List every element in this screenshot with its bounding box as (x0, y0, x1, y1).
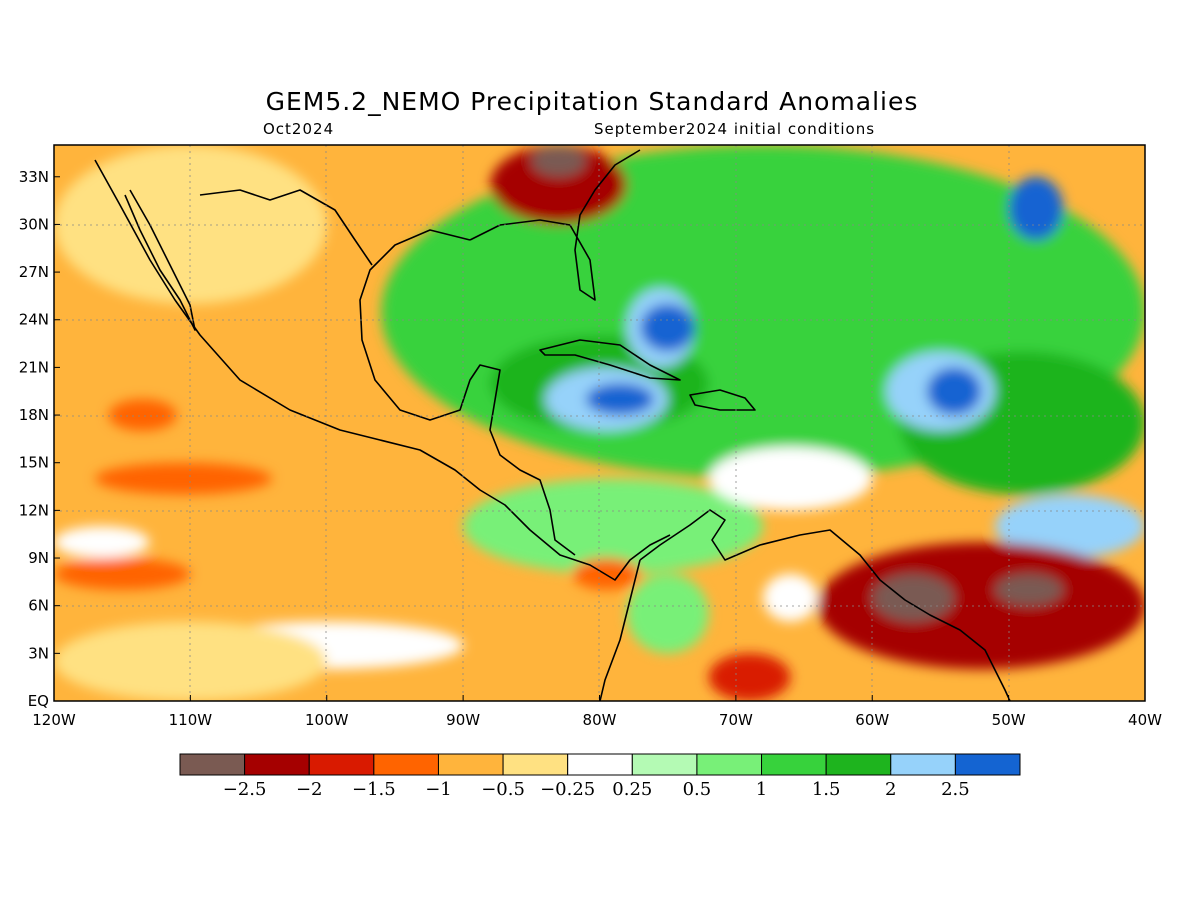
colorbar-swatch (437, 753, 504, 776)
lat-tick-label: 30N (19, 215, 49, 233)
colorbar-label: 2.5 (941, 779, 970, 800)
colorbar-label: −0.25 (540, 779, 595, 800)
lon-tick-label: 60W (855, 711, 889, 729)
lon-tick-label: 120W (32, 711, 76, 729)
lat-tick-label: 15N (19, 454, 49, 472)
coastline-florida (469, 149, 641, 301)
lat-tick-label: 9N (28, 549, 49, 567)
anomaly-regions (54, 145, 1145, 701)
lat-tick-label: 24N (19, 311, 49, 329)
anomaly-region-green-light-28 (626, 573, 709, 654)
coastline-hispaniola (689, 389, 756, 411)
lon-tick-label: 40W (1128, 711, 1162, 729)
anomaly-region-blue-dark-9 (585, 383, 655, 416)
colorbar-label: 1 (756, 779, 767, 800)
anomaly-region-brown-17 (994, 573, 1064, 606)
coastline-cuba (539, 339, 681, 381)
colorbar-label: −1 (425, 779, 452, 800)
colorbar-swatch (954, 753, 1021, 776)
colorbar-swatch (761, 753, 827, 776)
colorbar-swatch (373, 753, 439, 776)
anomaly-region-orange-21 (108, 399, 177, 431)
lat-tick-label: 33N (19, 168, 49, 186)
coastlines (94, 149, 1011, 701)
anomaly-region-brown-14 (531, 145, 586, 177)
anomaly-region-red-18 (708, 653, 791, 701)
anomaly-region-orange-19 (94, 462, 273, 495)
colorbar-label: 0.25 (612, 779, 652, 800)
lat-tick-label: EQ (28, 692, 49, 710)
lon-tick-label: 100W (305, 711, 349, 729)
anomaly-region-white-27 (763, 573, 818, 622)
anomaly-region-blue-dark-11 (926, 367, 982, 416)
plot-area (54, 145, 1145, 701)
lat-tick-label: 18N (19, 406, 49, 424)
valid-month-label: Oct2024 (263, 120, 334, 138)
graticule (54, 145, 1145, 701)
anomaly-region-brown-16 (872, 573, 955, 622)
colorbar-swatch (308, 753, 375, 776)
colorbar-swatch (502, 753, 569, 776)
lat-tick-label: 3N (28, 644, 49, 662)
coastline-baja (124, 189, 196, 331)
longitude-axis: 120W 110W 100W 90W 80W 70W 60W 50W 40W (32, 695, 1162, 729)
initial-conditions-label: September2024 initial conditions (594, 120, 875, 138)
colorbar-label: −1.5 (352, 779, 396, 800)
colorbar: −2.5 −2 −1.5 −1 −0.5 −0.25 0.25 0.5 1 1.5 2 2.5 (179, 753, 1021, 800)
colorbar-swatch (567, 753, 633, 776)
lon-tick-label: 50W (992, 711, 1026, 729)
anomaly-region-white-24 (54, 526, 150, 559)
lon-tick-label: 90W (446, 711, 480, 729)
anomaly-region-blue-light-8 (994, 494, 1145, 559)
border-us-mexico (199, 189, 373, 266)
coastline-south-america-north (639, 509, 1011, 701)
lat-tick-label: 6N (28, 597, 49, 615)
latitude-axis: EQ 3N 6N 9N 12N 15N 18N 21N 24N 27N 30N 33N (19, 168, 60, 710)
colorbar-label: −2.5 (223, 779, 267, 800)
colorbar-swatch (244, 753, 310, 776)
anomaly-region-white-2 (708, 446, 873, 511)
anomaly-region-red-dark-13 (490, 145, 627, 225)
coastline-colombia-pacific (599, 559, 641, 701)
lat-tick-label: 21N (19, 358, 49, 376)
lon-tick-label: 70W (719, 711, 753, 729)
lat-tick-label: 27N (19, 263, 49, 281)
anomaly-region-blue-dark-12 (1008, 176, 1064, 241)
colorbar-label: 1.5 (812, 779, 841, 800)
colorbar-swatch (696, 753, 763, 776)
colorbar-label: −2 (296, 779, 323, 800)
colorbar-label: 2 (885, 779, 896, 800)
anomaly-region-orange-20 (54, 558, 191, 590)
colorbar-swatch (179, 753, 246, 776)
anomaly-region-green-light-1 (463, 478, 764, 574)
colorbar-label: −0.5 (481, 779, 525, 800)
colorbar-swatch (631, 753, 698, 776)
colorbar-swatch (890, 753, 956, 776)
anomaly-region-red-dark-15 (817, 542, 1145, 670)
lat-tick-label: 12N (19, 501, 49, 519)
anomaly-region-blue-dark-10 (640, 303, 695, 352)
coastline-gulf-of-mexico (359, 229, 576, 556)
lon-tick-label: 110W (169, 711, 213, 729)
lon-tick-label: 80W (583, 711, 617, 729)
map-title: GEM5.2_NEMO Precipitation Standard Anoma… (266, 87, 919, 116)
colorbar-swatch (825, 753, 892, 776)
coastline-mexico-pacific (94, 159, 671, 581)
colorbar-label: 0.5 (683, 779, 712, 800)
